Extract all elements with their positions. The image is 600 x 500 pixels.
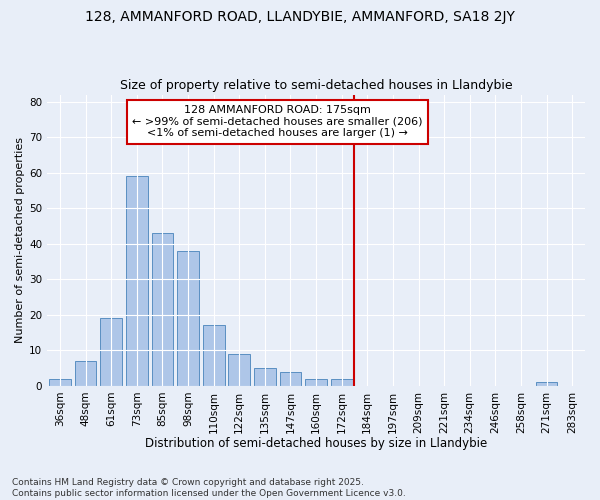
- Bar: [203, 326, 224, 386]
- Bar: [536, 382, 557, 386]
- Bar: [331, 378, 353, 386]
- Bar: [74, 361, 97, 386]
- Y-axis label: Number of semi-detached properties: Number of semi-detached properties: [15, 137, 25, 343]
- Bar: [305, 378, 327, 386]
- Text: 128 AMMANFORD ROAD: 175sqm
← >99% of semi-detached houses are smaller (206)
<1% : 128 AMMANFORD ROAD: 175sqm ← >99% of sem…: [133, 105, 423, 138]
- X-axis label: Distribution of semi-detached houses by size in Llandybie: Distribution of semi-detached houses by …: [145, 437, 487, 450]
- Bar: [152, 233, 173, 386]
- Title: Size of property relative to semi-detached houses in Llandybie: Size of property relative to semi-detach…: [120, 79, 512, 92]
- Text: 128, AMMANFORD ROAD, LLANDYBIE, AMMANFORD, SA18 2JY: 128, AMMANFORD ROAD, LLANDYBIE, AMMANFOR…: [85, 10, 515, 24]
- Bar: [126, 176, 148, 386]
- Bar: [49, 378, 71, 386]
- Bar: [100, 318, 122, 386]
- Bar: [177, 251, 199, 386]
- Bar: [229, 354, 250, 386]
- Bar: [280, 372, 301, 386]
- Text: Contains HM Land Registry data © Crown copyright and database right 2025.
Contai: Contains HM Land Registry data © Crown c…: [12, 478, 406, 498]
- Bar: [254, 368, 276, 386]
